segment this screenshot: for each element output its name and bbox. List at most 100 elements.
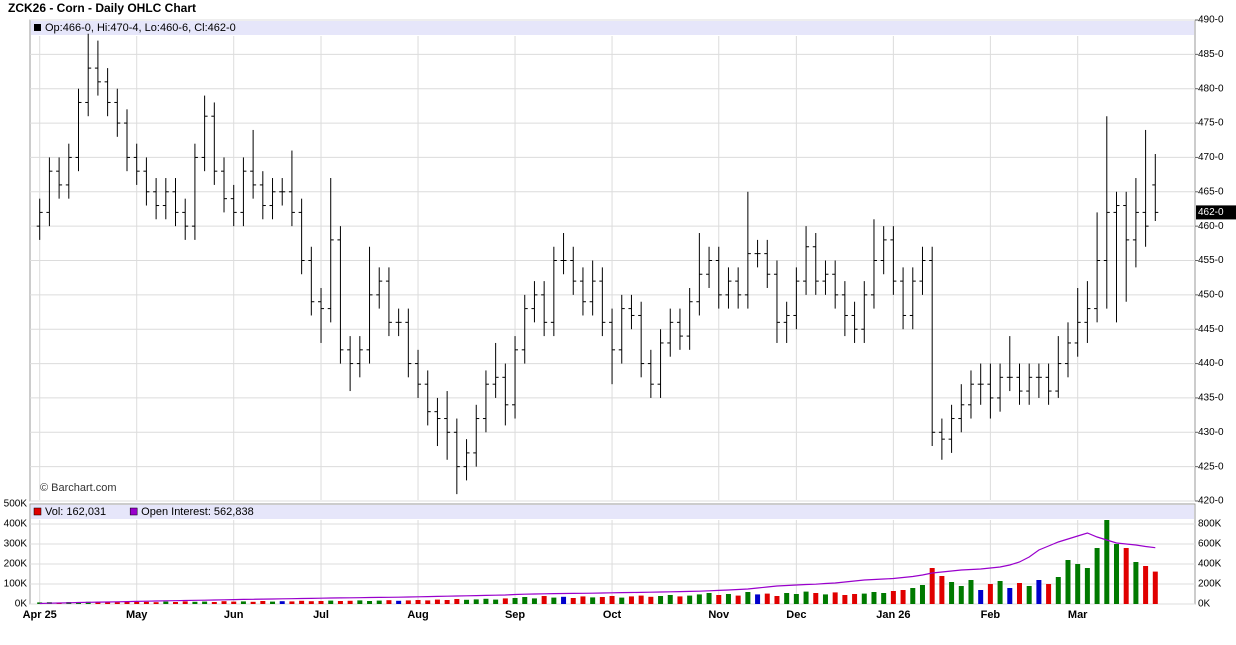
volume-bar — [173, 602, 179, 604]
volume-bar — [289, 601, 295, 604]
info-strip — [31, 21, 1194, 35]
y-tick-label: 100K — [4, 579, 28, 590]
volume-bar — [1084, 568, 1090, 604]
volume-bar — [454, 599, 460, 604]
volume-bar — [725, 594, 731, 604]
volume-bar — [1152, 571, 1158, 604]
volume-bar — [512, 598, 518, 604]
chart-title: ZCK26 - Corn - Daily OHLC Chart — [8, 1, 196, 15]
volume-bar — [153, 602, 159, 604]
y-tick-label: 500K — [4, 499, 28, 510]
volume-bar — [114, 602, 120, 604]
volume-bar — [658, 596, 664, 604]
volume-bar — [1123, 548, 1129, 604]
volume-bar — [483, 598, 489, 604]
volume-bar — [347, 600, 353, 604]
volume-bar — [774, 596, 780, 604]
volume-bar — [842, 595, 848, 604]
volume-bar — [561, 596, 567, 604]
legend-swatch — [33, 507, 42, 516]
x-tick-label: Jan 26 — [876, 609, 910, 621]
legend-strip — [31, 505, 1194, 519]
y2-tick-label: 600K — [1198, 539, 1222, 550]
volume-bar — [919, 585, 925, 604]
volume-bar — [163, 601, 169, 604]
volume-bar — [706, 593, 712, 604]
y-tick-label: 0K — [15, 599, 28, 610]
volume-bar — [852, 594, 858, 604]
volume-bar — [308, 601, 314, 604]
volume-bar — [978, 590, 984, 604]
y-tick-label: 475-0 — [1198, 118, 1224, 129]
volume-bar — [221, 601, 227, 604]
volume-bar — [871, 592, 877, 604]
credit: © Barchart.com — [40, 482, 117, 494]
volume-bar — [493, 599, 499, 604]
volume-bar — [677, 596, 683, 604]
volume-bar — [551, 597, 557, 604]
volume-bar — [958, 586, 964, 604]
volume-bar — [900, 590, 906, 604]
volume-bar — [939, 576, 945, 604]
volume-bar — [910, 588, 916, 604]
volume-bar — [570, 598, 576, 604]
volume-bar — [929, 568, 935, 604]
volume-bar — [522, 597, 528, 604]
info-swatch — [34, 24, 41, 31]
volume-bar — [987, 584, 993, 604]
volume-bar — [1094, 548, 1100, 604]
volume-bar — [143, 601, 149, 604]
volume-bar — [415, 600, 421, 604]
volume-bar — [648, 596, 654, 604]
volume-bar — [1133, 562, 1139, 604]
x-tick-label: Feb — [981, 609, 1001, 621]
volume-bar — [192, 601, 198, 604]
volume-bar — [134, 602, 140, 604]
volume-bar — [1075, 564, 1081, 604]
y-tick-label: 435-0 — [1198, 393, 1224, 404]
volume-bar — [211, 602, 217, 604]
volume-bar — [803, 591, 809, 604]
x-tick-label: Jul — [313, 609, 329, 621]
volume-bar — [696, 594, 702, 604]
volume-bar — [755, 594, 761, 604]
y-tick-label: 465-0 — [1198, 186, 1224, 197]
volume-bar — [541, 596, 547, 604]
x-tick-label: Nov — [708, 609, 730, 621]
x-tick-label: Oct — [603, 609, 622, 621]
volume-bar — [425, 600, 431, 604]
volume-bar — [1007, 588, 1013, 604]
volume-bar — [638, 595, 644, 604]
volume-bar — [881, 593, 887, 604]
volume-bar — [376, 600, 382, 604]
x-tick-label: May — [126, 609, 148, 621]
volume-bar — [716, 595, 722, 604]
volume-bar — [890, 591, 896, 604]
volume-bar — [628, 596, 634, 604]
volume-bar — [502, 598, 508, 604]
x-tick-label: Sep — [505, 609, 525, 621]
y-tick-label: 470-0 — [1198, 152, 1224, 163]
volume-bar — [667, 595, 673, 604]
volume-bar — [822, 594, 828, 604]
x-tick-label: Jun — [224, 609, 244, 621]
volume-bar — [328, 600, 334, 604]
volume-bar — [784, 593, 790, 604]
volume-bar — [386, 600, 392, 604]
volume-bar — [590, 597, 596, 604]
y-tick-label: 455-0 — [1198, 255, 1224, 266]
volume-bar — [405, 600, 411, 604]
y2-tick-label: 800K — [1198, 519, 1222, 530]
volume-bar — [764, 593, 770, 604]
y-tick-label: 445-0 — [1198, 324, 1224, 335]
volume-bar — [318, 601, 324, 604]
y-tick-label: 425-0 — [1198, 461, 1224, 472]
volume-bar — [250, 601, 256, 604]
y-tick-label: 480-0 — [1198, 83, 1224, 94]
volume-bar — [687, 595, 693, 604]
volume-bar — [396, 600, 402, 604]
volume-bar — [609, 596, 615, 604]
y2-tick-label: 0K — [1198, 599, 1211, 610]
volume-bar — [202, 601, 208, 604]
